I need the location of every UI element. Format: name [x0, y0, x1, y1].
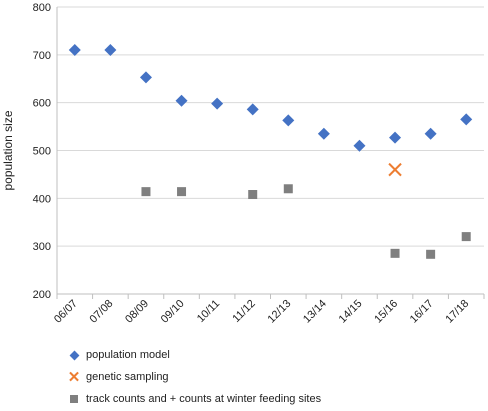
x-tick-label: 11/12	[230, 298, 257, 325]
y-tick-label: 400	[33, 193, 51, 205]
legend-item-track-counts: track counts and + counts at winter feed…	[66, 388, 321, 410]
y-tick-label: 300	[33, 241, 51, 253]
cross-point	[388, 162, 402, 177]
y-tick-label: 800	[33, 2, 51, 14]
diamond-point	[175, 94, 188, 107]
y-tick-label: 600	[33, 98, 51, 110]
diamond-point	[317, 127, 330, 140]
square-marker-icon	[66, 391, 82, 407]
x-tick-label: 09/10	[159, 298, 187, 326]
diamond-point	[282, 114, 295, 127]
diamond-marker-icon	[66, 347, 82, 363]
square-point	[141, 187, 151, 197]
x-tick-label: 17/18	[443, 298, 471, 326]
x-tick-label: 16/17	[408, 298, 436, 326]
legend-item-genetic-sampling: ✕ genetic sampling	[66, 366, 321, 388]
x-tick-label: 15/16	[372, 298, 400, 326]
diamond-point	[68, 44, 81, 57]
diamond-point	[211, 97, 224, 110]
cross-stroke	[388, 162, 402, 177]
diamond-point	[139, 71, 152, 84]
cross-marker-icon: ✕	[67, 368, 81, 386]
data-points	[68, 44, 473, 259]
x-tick-label: 13/14	[301, 298, 329, 326]
y-axis-label: population size	[1, 110, 15, 190]
square-point	[461, 232, 471, 242]
legend: population model ✕ genetic sampling trac…	[66, 344, 321, 410]
axes	[56, 7, 485, 299]
gridlines	[57, 6, 484, 247]
x-tick-label: 10/11	[195, 298, 222, 325]
diamond-point	[104, 44, 117, 57]
legend-label: genetic sampling	[86, 371, 169, 383]
diamond-point	[389, 131, 402, 144]
diamond-point	[460, 113, 473, 126]
legend-item-population-model: population model	[66, 344, 321, 366]
legend-label: population model	[86, 349, 170, 361]
square-point	[390, 248, 400, 258]
x-tick-label: 12/13	[265, 298, 293, 326]
square-point	[426, 249, 436, 259]
diamond-point	[353, 139, 366, 152]
y-tick-label: 200	[33, 289, 51, 301]
square-point	[248, 190, 258, 200]
legend-label: track counts and + counts at winter feed…	[86, 393, 322, 405]
y-tick-labels: 200 300 400 500 600 700 800	[33, 2, 51, 301]
y-tick-label: 500	[33, 146, 51, 158]
x-tick-label: 07/08	[88, 298, 116, 326]
square-point	[283, 184, 293, 194]
x-tick-label: 08/09	[123, 298, 151, 326]
x-tick-labels: 06/07 07/08 08/09 09/10 10/11 11/12 12/13 13/14…	[52, 298, 471, 326]
diamond-point	[424, 127, 437, 140]
diamond-point	[246, 103, 259, 116]
y-tick-label: 700	[33, 50, 51, 62]
x-tick-label: 06/07	[52, 298, 80, 326]
x-tick-label: 14/15	[337, 298, 365, 326]
square-point	[177, 187, 187, 197]
